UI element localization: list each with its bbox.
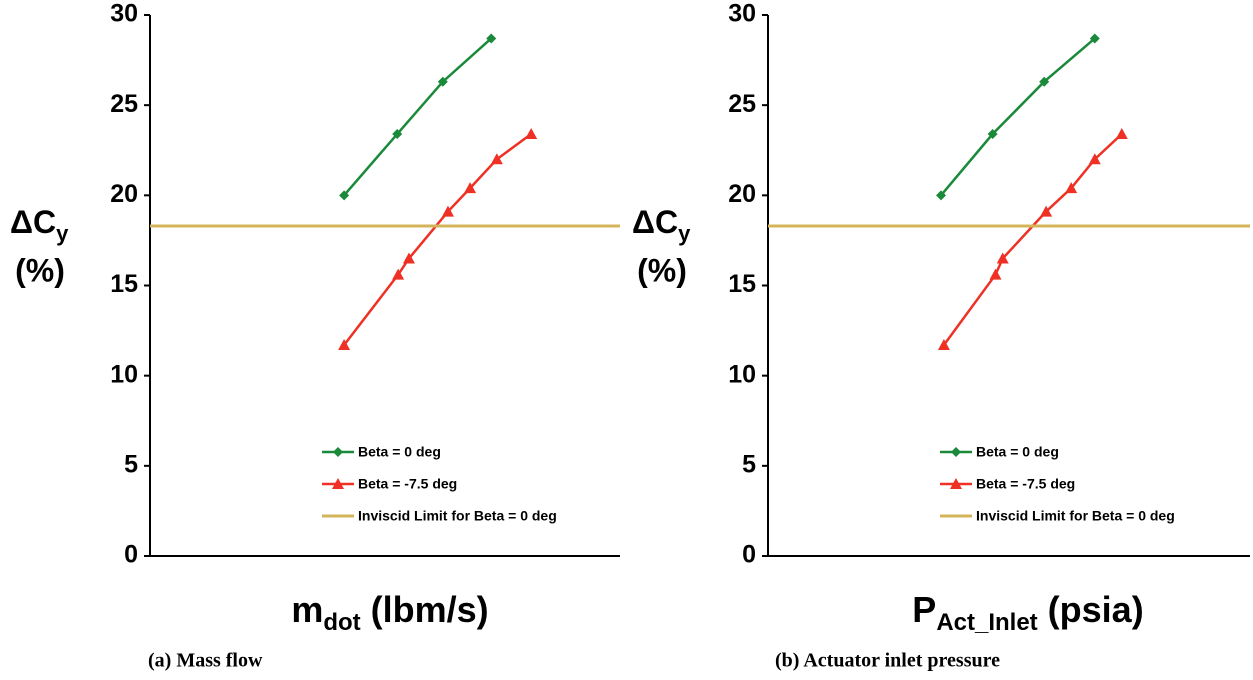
x-label-sub: dot [323, 609, 360, 636]
marker [486, 33, 497, 44]
series-line [343, 133, 532, 346]
y-tick-label: 20 [110, 180, 138, 208]
marker [1088, 153, 1101, 165]
y-label-main: ΔC [10, 204, 56, 240]
x-label-main: m [291, 589, 323, 630]
legend-label: Beta = -7.5 deg [358, 476, 457, 492]
legend-marker [951, 447, 961, 457]
y-axis-unit: (%) [15, 252, 65, 288]
legend-label: Beta = 0 deg [358, 444, 441, 460]
y-tick-label: 15 [110, 270, 138, 298]
series-line [942, 133, 1123, 346]
marker [1065, 182, 1078, 194]
y-tick-label: 5 [742, 450, 756, 478]
marker [937, 339, 950, 351]
marker [338, 339, 351, 351]
y-label-sub: y [56, 221, 69, 246]
caption: (a) Mass flow [148, 650, 263, 672]
legend-marker [333, 447, 343, 457]
y-tick-label: 10 [728, 360, 756, 388]
y-tick-label: 20 [728, 180, 756, 208]
series-line [940, 37, 1096, 197]
legend-marker [950, 478, 962, 489]
y-tick-label: 30 [728, 0, 756, 28]
legend-label: Beta = 0 deg [976, 444, 1059, 460]
marker [339, 190, 350, 201]
marker [996, 252, 1009, 264]
x-label-unit: (lbm/s) [371, 589, 489, 630]
legend-label: Beta = -7.5 deg [976, 476, 1075, 492]
marker [392, 129, 403, 140]
marker [1089, 33, 1100, 44]
marker [525, 128, 538, 140]
y-tick-label: 5 [124, 450, 138, 478]
y-label-main: ΔC [632, 204, 678, 240]
marker [437, 76, 448, 87]
y-tick-label: 30 [110, 0, 138, 28]
y-tick-label: 25 [110, 90, 138, 118]
legend-label: Inviscid Limit for Beta = 0 deg [358, 508, 557, 524]
marker [402, 252, 415, 264]
series-line [343, 37, 493, 197]
marker [464, 182, 477, 194]
marker [1040, 205, 1053, 217]
marker [989, 268, 1002, 280]
x-label-sub: Act_Inlet [936, 609, 1037, 636]
marker [490, 153, 503, 165]
x-axis-label: mdot (lbm/s) [291, 589, 488, 637]
y-axis-unit: (%) [637, 252, 687, 288]
y-tick-label: 0 [124, 541, 138, 569]
x-label-unit: (psia) [1048, 589, 1144, 630]
y-axis-label: ΔCy [632, 204, 691, 245]
legend-label: Inviscid Limit for Beta = 0 deg [976, 508, 1175, 524]
y-tick-label: 0 [742, 541, 756, 569]
y-tick-label: 10 [110, 360, 138, 388]
marker [392, 268, 405, 280]
marker [1039, 76, 1050, 87]
legend-marker [332, 478, 344, 489]
caption: (b) Actuator inlet pressure [775, 650, 1000, 672]
marker [441, 205, 454, 217]
marker [936, 190, 947, 201]
y-tick-label: 15 [728, 270, 756, 298]
y-axis-label: ΔCy [10, 204, 69, 245]
x-axis-label: PAct_Inlet (psia) [912, 589, 1143, 637]
y-label-sub: y [678, 221, 691, 246]
marker [1115, 128, 1128, 140]
x-label-main: P [912, 589, 936, 630]
y-tick-label: 25 [728, 90, 756, 118]
marker [987, 129, 998, 140]
